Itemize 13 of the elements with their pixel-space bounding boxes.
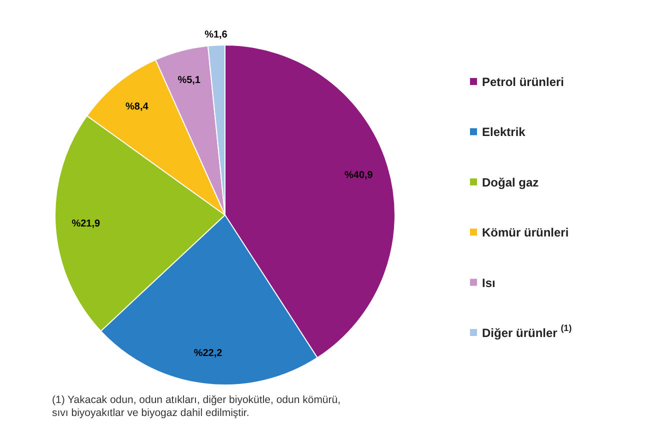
legend-label: Isı <box>482 276 496 290</box>
text: (1) Yakacak odun, odun atıkları, diğer biyokütle, odun kömürü, sıvı biyoyakıtlar ve biyogaz dahil edilmiştir. <box>52 394 341 419</box>
data-label: %8,4 <box>125 102 149 113</box>
legend-label: Petrol ürünleri <box>482 75 564 90</box>
legend-label: Diğer ürünler $^{(1)}$ <box>482 323 572 340</box>
data-label: %5,1 <box>178 74 201 86</box>
legend-label: Kömür ürünleri <box>482 226 569 240</box>
data-label: %1,6 <box>204 30 228 41</box>
data-label: %22,2 <box>194 348 223 359</box>
data-label: %21,9 <box>72 218 100 230</box>
data-label: %40,9 <box>344 170 374 182</box>
legend-label: Elektrik <box>482 125 526 140</box>
legend-label: Doğal gaz <box>482 176 539 190</box>
